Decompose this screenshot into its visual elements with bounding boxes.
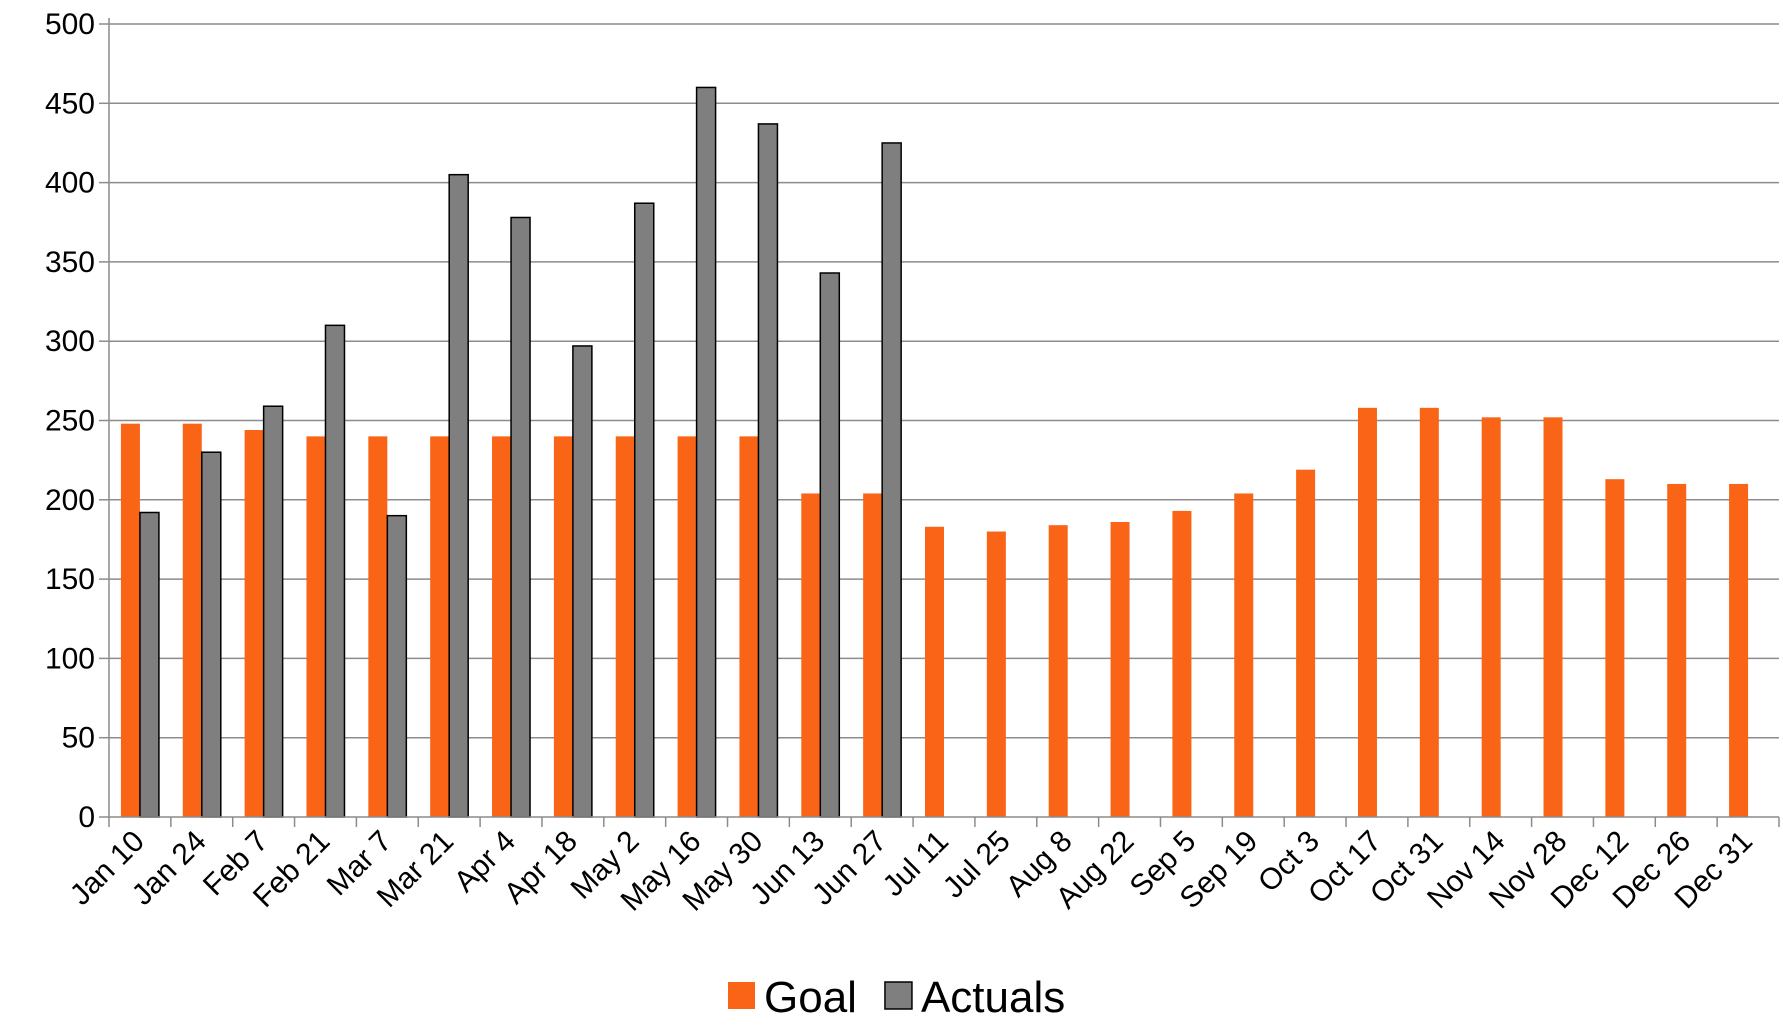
y-tick-label: 100 — [45, 642, 95, 675]
bar-goal-feb-21 — [306, 436, 326, 817]
bar-actuals-jan-10 — [139, 511, 160, 818]
bar-goal-nov-14 — [1481, 417, 1501, 817]
bar-goal-sep-5 — [1172, 510, 1192, 817]
x-tick-label: Jul 11 — [877, 825, 955, 903]
legend-swatch-actuals — [884, 981, 913, 1010]
y-tick-label: 0 — [78, 801, 95, 834]
bar-goal-dec-12 — [1605, 479, 1625, 817]
bar-goal-apr-18 — [553, 436, 573, 817]
y-tick-label: 200 — [45, 484, 95, 517]
bar-actuals-mar-21 — [448, 173, 469, 818]
bar-goal-aug-8 — [1048, 525, 1068, 817]
bar-goal-aug-22 — [1110, 522, 1130, 817]
bar-actuals-feb-7 — [262, 405, 284, 818]
bar-actuals-apr-4 — [510, 216, 531, 818]
bar-goal-mar-21 — [430, 436, 450, 817]
y-tick-label: 400 — [45, 167, 95, 200]
y-tick-label: 250 — [45, 405, 95, 438]
bar-goal-jul-11 — [925, 526, 944, 817]
bar-actuals-may-16 — [695, 86, 717, 818]
y-tick-label: 500 — [45, 8, 95, 41]
bar-actuals-jun-27 — [881, 142, 902, 818]
bar-actuals-mar-7 — [386, 514, 408, 818]
bar-actuals-feb-21 — [324, 324, 346, 818]
bar-goal-may-2 — [615, 436, 635, 817]
bars — [120, 86, 1749, 818]
bar-goal-jan-10 — [120, 423, 140, 817]
legend: Goal Actuals — [728, 973, 1065, 1022]
bar-goal-jun-13 — [801, 493, 821, 817]
bar-actuals-may-30 — [757, 123, 779, 818]
y-tick-label: 50 — [62, 722, 95, 755]
y-tick-label: 450 — [45, 87, 95, 120]
y-tick-label: 150 — [45, 563, 95, 596]
bar-goal-oct-31 — [1419, 407, 1439, 817]
y-axis-ticks: 0 50 100 150 200 250 300 350 400 450 500 — [45, 8, 109, 834]
bar-goal-nov-28 — [1543, 417, 1563, 817]
bar-goal-may-30 — [739, 436, 759, 817]
bar-actuals-may-2 — [633, 202, 655, 818]
y-tick-label: 350 — [45, 246, 95, 279]
bar-goal-sep-19 — [1234, 493, 1254, 817]
legend-label-goal: Goal — [764, 973, 857, 1022]
bar-goal-dec-31 — [1729, 483, 1749, 817]
bar-actuals-apr-18 — [572, 345, 593, 818]
legend-label-actuals: Actuals — [921, 973, 1065, 1022]
bar-goal-jan-24 — [182, 423, 202, 817]
bar-goal-apr-4 — [492, 436, 512, 817]
y-tick-label: 300 — [45, 325, 95, 358]
axes — [108, 18, 1779, 818]
x-tick-label: Jul 25 — [937, 825, 1017, 905]
bar-goal-may-16 — [677, 436, 697, 817]
bar-goal-dec-26 — [1667, 483, 1687, 817]
bar-goal-mar-7 — [368, 436, 388, 817]
bar-goal-jul-25 — [986, 531, 1006, 817]
legend-swatch-goal — [728, 982, 755, 1009]
bar-goal-oct-17 — [1357, 407, 1377, 817]
bar-actuals-jun-13 — [819, 272, 841, 818]
bar-goal-feb-7 — [244, 430, 264, 817]
bar-goal-jun-27 — [863, 493, 883, 817]
bar-goal-oct-3 — [1296, 469, 1316, 817]
bar-actuals-jan-24 — [201, 451, 222, 818]
